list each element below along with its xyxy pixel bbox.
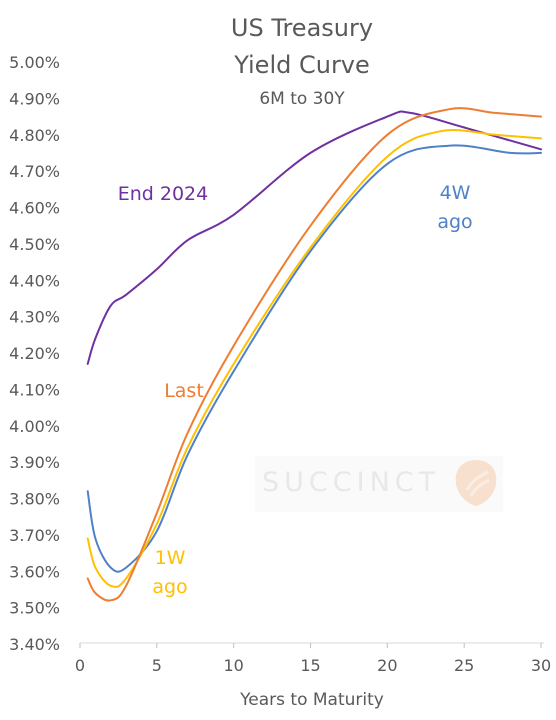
chart-subtitle: 6M to 30Y [259, 89, 345, 109]
chart-title: US Treasury [231, 14, 373, 42]
y-tick-label: 3.90% [9, 453, 60, 472]
y-tick-label: 4.80% [9, 126, 60, 145]
series-line-4w-ago [86, 144, 542, 573]
y-tick-label: 3.60% [9, 562, 60, 581]
y-tick-label: 3.50% [9, 599, 60, 618]
series-label-4w-ago: ago [437, 211, 472, 233]
series-line-1w-ago [86, 128, 542, 588]
y-tick-label: 3.80% [9, 490, 60, 509]
watermark-text: SUCCINCT [262, 467, 440, 498]
y-tick-label: 5.00% [9, 53, 60, 72]
y-tick-label: 4.20% [9, 344, 60, 363]
series-label-4w-ago: 4W [440, 182, 471, 204]
x-axis-label: Years to Maturity [239, 690, 384, 710]
series-label-end-2024: End 2024 [118, 183, 209, 205]
y-tick-label: 4.40% [9, 271, 60, 290]
y-tick-label: 3.70% [9, 526, 60, 545]
series-line-end-2024 [86, 110, 542, 365]
x-tick-label: 5 [152, 656, 162, 675]
series-labels: End 2024 4W ago 1W ago Last [118, 182, 473, 598]
series-line-last [86, 107, 542, 602]
y-tick-label: 4.50% [9, 235, 60, 254]
y-tick-label: 4.10% [9, 380, 60, 399]
series-label-1w-ago: 1W [155, 547, 186, 569]
x-tick-label: 15 [300, 656, 320, 675]
y-tick-label: 4.30% [9, 308, 60, 327]
y-tick-label: 4.90% [9, 89, 60, 108]
x-tick-label: 30 [531, 656, 551, 675]
y-tick-label: 4.00% [9, 417, 60, 436]
x-tick-label: 20 [377, 656, 397, 675]
y-axis-ticks: 3.40% 3.50% 3.60% 3.70% 3.80% 3.90% 4.00% 4.10%… [9, 53, 60, 654]
x-axis-ticks: 0 5 10 15 20 25 30 [75, 643, 551, 675]
x-tick-label: 10 [223, 656, 243, 675]
watermark: SUCCINCT [255, 456, 503, 512]
y-tick-label: 4.70% [9, 162, 60, 181]
y-tick-label: 3.40% [9, 635, 60, 654]
series-lines [86, 107, 542, 602]
x-tick-label: 0 [75, 656, 85, 675]
series-label-last: Last [164, 380, 204, 402]
y-tick-label: 4.60% [9, 199, 60, 218]
x-tick-label: 25 [454, 656, 474, 675]
watermark-logo-icon [455, 460, 497, 506]
series-label-1w-ago: ago [152, 576, 187, 598]
chart-title-line2: Yield Curve [233, 51, 370, 79]
